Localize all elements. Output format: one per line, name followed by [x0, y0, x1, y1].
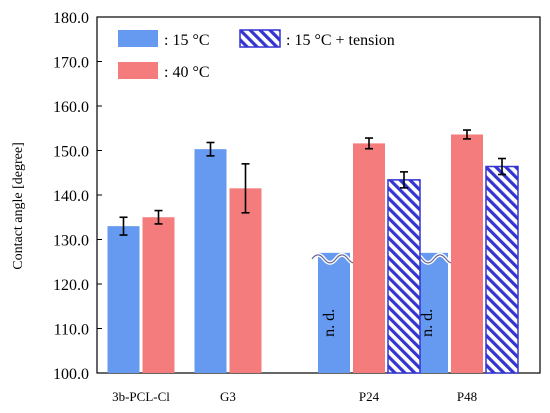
x-tick-label: P48: [457, 389, 477, 404]
x-tick-label: 3b-PCL-Cl: [112, 389, 170, 404]
y-tick-label: 160.0: [53, 99, 89, 116]
bar-0-2: [318, 252, 350, 373]
legend-label: : 15 °C: [164, 32, 210, 49]
nd-label: n. d.: [321, 309, 338, 337]
x-tick-label: G3: [220, 389, 236, 404]
y-tick-label: 130.0: [53, 233, 89, 250]
legend-swatch: [239, 29, 281, 48]
y-tick-label: 140.0: [53, 188, 89, 205]
bar-2-3: [485, 165, 519, 374]
nd-label: n. d.: [419, 309, 436, 337]
legend-label: : 15 °C + tension: [286, 32, 395, 49]
bar-0-3: [416, 252, 448, 373]
y-axis-label: Contact angle [degree]: [11, 142, 26, 270]
y-tick-label: 150.0: [53, 144, 89, 161]
legend: : 15 °C : 40 °C : 15 °C + tension: [118, 29, 395, 81]
bar-0-1: [194, 149, 227, 373]
axes: 100.0 110.0 120.0 130.0 140.0 150.0 160.0 170.0…: [53, 10, 541, 404]
bar-0-0: [107, 226, 140, 373]
x-tick-label: P24: [359, 389, 380, 404]
legend-label: : 40 °C: [164, 64, 210, 81]
legend-swatch: [118, 62, 158, 79]
bar-1-3: [451, 134, 483, 373]
axis-break-mark: [311, 254, 361, 264]
y-tick-label: 110.0: [54, 322, 89, 339]
y-tick-label: 100.0: [53, 366, 89, 383]
y-tick-label: 180.0: [53, 10, 89, 27]
bar-1-0: [142, 217, 175, 373]
bar-2-2: [387, 179, 421, 374]
y-tick-label: 120.0: [53, 277, 89, 294]
bars: n. d. n. d.: [107, 129, 519, 374]
bar-1-2: [353, 143, 385, 373]
bar-1-1: [229, 188, 262, 373]
legend-swatch: [118, 30, 158, 47]
y-tick-label: 170.0: [53, 55, 89, 72]
